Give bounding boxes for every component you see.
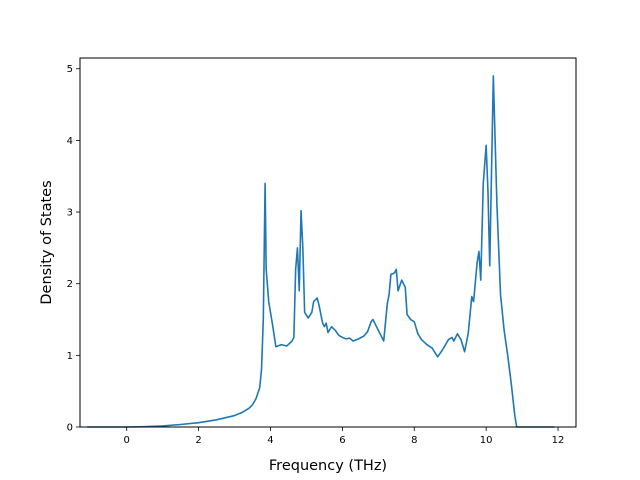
axes-frame	[79, 57, 577, 428]
x-tick-label-2: 4	[267, 435, 273, 446]
x-tick-label-4: 8	[411, 435, 417, 446]
y-axis: 0 1 2 3 4 5	[67, 64, 80, 434]
y-tick-label-5: 5	[67, 64, 73, 75]
y-tick-label-1: 1	[67, 351, 73, 362]
y-tick-label-3: 3	[67, 208, 73, 219]
x-axis-label: Frequency (THz)	[269, 458, 387, 474]
x-tick-label-3: 6	[339, 435, 345, 446]
x-tick-label-0: 0	[124, 435, 130, 446]
y-axis-label: Density of States	[39, 180, 55, 304]
x-tick-label-1: 2	[195, 435, 201, 446]
x-axis: 0 2 4 6 8 10 12	[124, 427, 565, 446]
x-tick-label-6: 12	[552, 435, 565, 446]
y-tick-label-2: 2	[67, 279, 73, 290]
plot-area	[80, 58, 576, 427]
dos-line-series-0	[87, 75, 555, 428]
y-tick-label-4: 4	[67, 136, 73, 147]
x-tick-label-5: 10	[480, 435, 493, 446]
y-tick-label-0: 0	[67, 423, 73, 434]
series-layer	[87, 75, 555, 428]
